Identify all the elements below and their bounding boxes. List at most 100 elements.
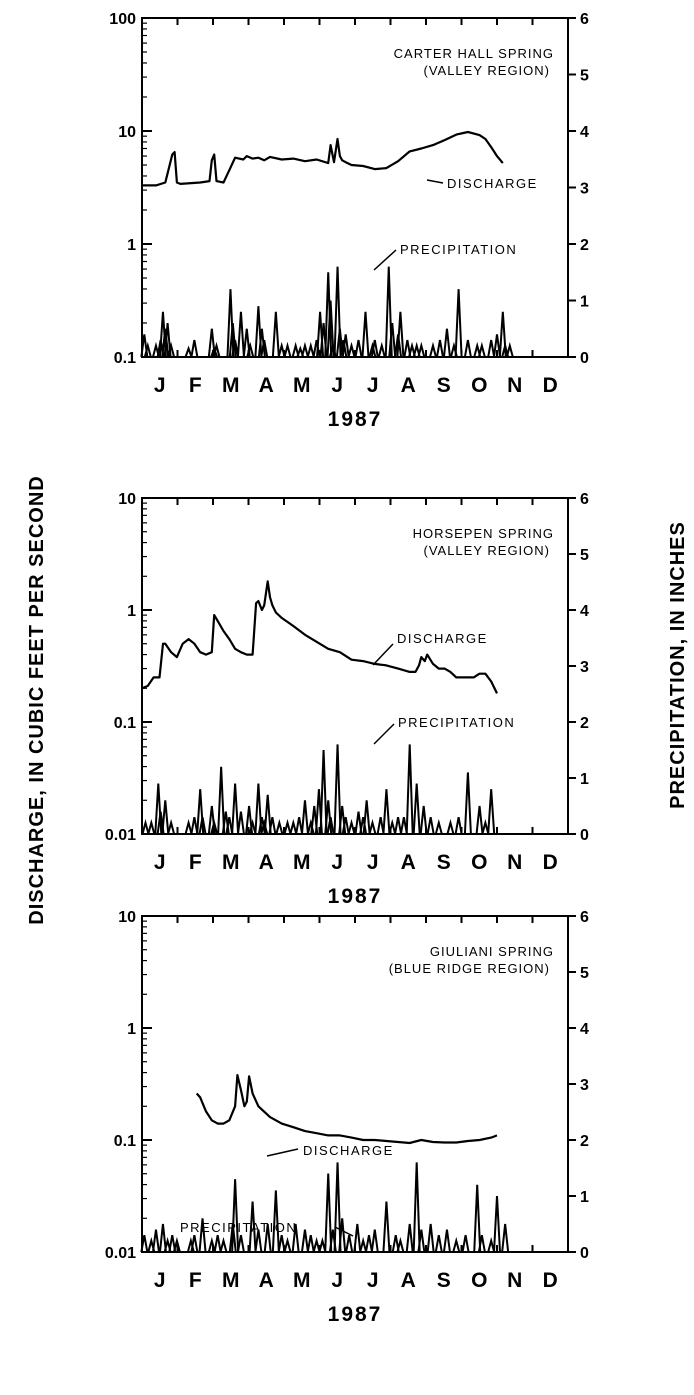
precipitation-leader (373, 723, 395, 745)
month-label: J (154, 1269, 166, 1292)
precipitation-spike (394, 817, 403, 835)
month-label: M (293, 1269, 311, 1292)
precipitation-leader (334, 1226, 354, 1237)
precipitation-spike (454, 817, 463, 835)
precipitation-spike (141, 818, 150, 835)
month-label: F (189, 1269, 202, 1292)
year-label: 1987 (328, 408, 383, 431)
month-label: N (507, 1269, 522, 1292)
precipitation-spike (161, 328, 170, 358)
left-axis-title: DISCHARGE, IN CUBIC FEET PER SECOND (26, 475, 48, 924)
precipitation-spike (376, 817, 385, 835)
precipitation-spike (446, 818, 455, 835)
precipitation-spike (417, 341, 426, 358)
precipitation-spike (347, 341, 356, 358)
precipitation-spike (306, 818, 315, 835)
precipitation-spike (140, 1235, 149, 1253)
month-label: J (367, 374, 379, 397)
precipitation-spike (167, 818, 176, 835)
month-label: N (507, 374, 522, 397)
precipitation-spike (354, 339, 363, 358)
right-tick-label: 5 (580, 68, 589, 85)
right-tick-label: 3 (580, 1077, 589, 1094)
precipitation-spike (210, 818, 219, 835)
precipitation-spike (184, 345, 193, 358)
precipitation-spike (326, 300, 335, 358)
precipitation-spike (231, 1179, 240, 1253)
precipitation-spike (487, 339, 496, 358)
precipitation-spike (306, 1235, 315, 1253)
left-tick-label: 10 (118, 124, 136, 141)
month-label: A (401, 374, 416, 397)
month-label: N (507, 851, 522, 874)
precipitation-spike (260, 339, 269, 358)
precipitation-spike (361, 311, 370, 358)
left-tick-label: 0.1 (114, 715, 136, 732)
right-axis-title: PRECIPITATION, IN INCHES (667, 521, 689, 809)
precipitation-spike (434, 818, 443, 835)
right-tick-label: 6 (580, 11, 589, 28)
left-tick-label: 100 (109, 11, 136, 28)
discharge-line (141, 580, 498, 694)
precipitation-spike (283, 818, 292, 835)
month-label: D (543, 374, 558, 397)
precipitation-spike (435, 339, 444, 358)
precipitation-leader (373, 249, 397, 271)
right-tick-label: 5 (580, 547, 589, 564)
precipitation-spike (260, 818, 269, 835)
chart-panel-2: J F M A M J J A S O N D19871010.10.016543210HORSEPE… (105, 491, 589, 908)
precipitation-spike (475, 805, 484, 835)
precipitation-spike (236, 1235, 245, 1253)
precipitation-spike (324, 1173, 333, 1253)
precipitation-spike (493, 1195, 501, 1253)
precipitation-spike (341, 817, 350, 835)
precipitation-spike (231, 783, 240, 835)
precipitation-spike (236, 311, 245, 358)
right-tick-label: 0 (580, 1245, 589, 1262)
precipitation-spike (473, 1184, 482, 1253)
precipitation-spike (377, 341, 386, 358)
precipitation-spike (487, 789, 496, 835)
precipitation-spike (452, 1236, 461, 1253)
precipitation-spike (347, 818, 356, 835)
right-tick-label: 1 (580, 1189, 589, 1206)
precipitation-spike (353, 1223, 362, 1253)
precipitation-spike (289, 818, 298, 835)
precipitation-spike (370, 1229, 379, 1253)
precipitation-spike (338, 1218, 347, 1253)
left-tick-label: 0.1 (114, 1133, 136, 1150)
station-region: (BLUE RIDGE REGION) (389, 961, 550, 976)
precipitation-spike (442, 328, 451, 358)
precipitation-spike (429, 341, 437, 358)
precipitation-spike (481, 818, 490, 835)
precipitation-spike (326, 817, 335, 835)
precipitation-spike (151, 1229, 160, 1253)
left-tick-label: 0.01 (105, 1245, 136, 1262)
precipitation-label: PRECIPITATION (180, 1220, 297, 1235)
right-tick-label: 3 (580, 181, 589, 198)
precipitation-spike (412, 783, 421, 835)
precipitation-spike (319, 749, 328, 835)
precipitation-spike (225, 817, 234, 835)
year-label: 1987 (328, 885, 383, 908)
precipitation-spike (312, 339, 321, 358)
precipitation-spike (345, 1235, 354, 1253)
precipitation-spike (419, 805, 428, 835)
left-tick-label: 10 (118, 491, 136, 508)
discharge-label: DISCHARGE (397, 631, 488, 646)
precipitation-spike (388, 323, 397, 358)
left-tick-label: 10 (118, 909, 136, 926)
precipitation-spike (493, 334, 501, 358)
month-label: M (293, 374, 311, 397)
precipitation-spike (501, 1223, 510, 1253)
precipitation-spike (198, 1218, 207, 1253)
precipitation-spike (257, 817, 266, 835)
precipitation-spike (426, 1223, 435, 1253)
precipitation-spike (236, 811, 245, 835)
precipitation-spike (368, 818, 377, 835)
precipitation-spike (263, 1223, 272, 1253)
precipitation-spike (382, 1201, 391, 1253)
precipitation-spike (333, 266, 342, 358)
month-label: J (367, 851, 379, 874)
